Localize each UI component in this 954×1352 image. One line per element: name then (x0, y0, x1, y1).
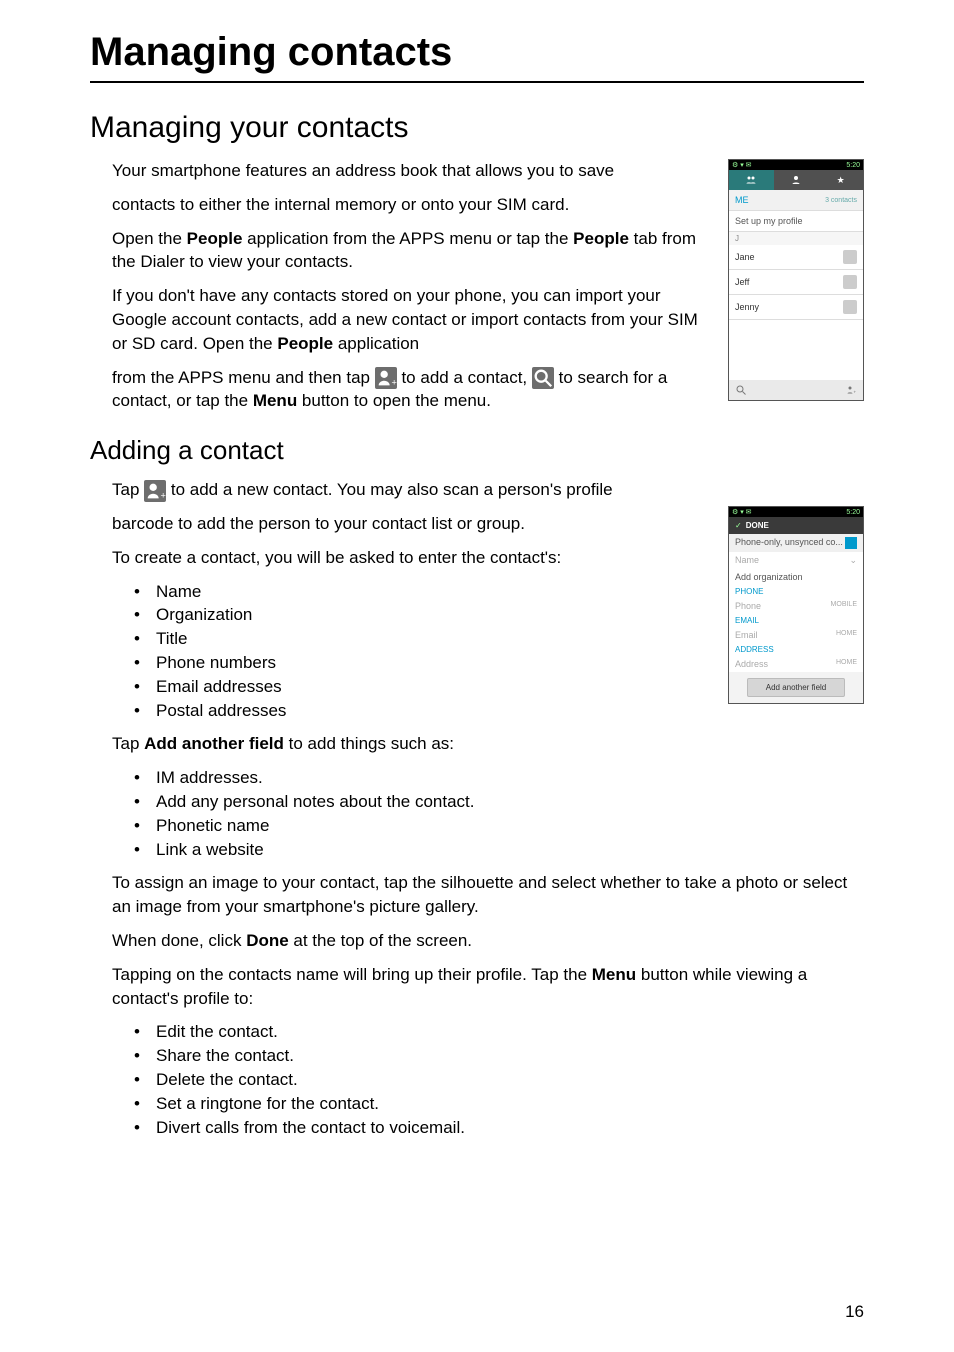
phone-label: PHONE (729, 585, 863, 598)
section-title: Managing your contacts (90, 111, 864, 145)
address-field: AddressHOME (729, 656, 863, 672)
barcode-paragraph: barcode to add the person to your contac… (112, 512, 710, 536)
list-item: Divert calls from the contact to voicema… (134, 1116, 864, 1140)
from-menu-paragraph: from the APPS menu and then tap + to add… (112, 366, 710, 414)
bottom-bar: + (729, 380, 863, 400)
chapter-title: Managing contacts (90, 30, 864, 83)
contact-row: Jenny (729, 295, 863, 320)
add-another-paragraph: Tap Add another field to add things such… (112, 732, 864, 756)
list-item: Email addresses (134, 675, 710, 699)
extra-fields-list: IM addresses. Add any personal notes abo… (112, 766, 864, 861)
phone-field: PhoneMOBILE (729, 598, 863, 614)
search-bottom-icon (735, 384, 747, 396)
list-item: Name (134, 580, 710, 604)
list-item: Organization (134, 603, 710, 627)
contacts-list-screenshot: ⚙ ▾ ✉5:20 ★ ME3 contacts Set up my profi… (728, 159, 864, 401)
list-item: Phone numbers (134, 651, 710, 675)
tap-add-paragraph: Tap + to add a new contact. You may also… (112, 478, 710, 502)
tap-name-paragraph: Tapping on the contacts name will bring … (112, 963, 864, 1011)
contacts-tabs: ★ (729, 170, 863, 190)
intro-paragraph-1: Your smartphone features an address book… (112, 159, 710, 183)
list-item: Link a website (134, 838, 864, 862)
email-field: EmailHOME (729, 627, 863, 643)
list-item: Title (134, 627, 710, 651)
status-bar: ⚙ ▾ ✉5:20 (729, 160, 863, 170)
open-people-paragraph: Open the People application from the APP… (112, 227, 710, 275)
no-contacts-paragraph: If you don't have any contacts stored on… (112, 284, 710, 355)
assign-image-paragraph: To assign an image to your contact, tap … (112, 871, 864, 919)
list-item: Add any personal notes about the contact… (134, 790, 864, 814)
add-contact-icon: + (375, 367, 397, 389)
storage-row: Phone-only, unsynced co... (729, 534, 863, 552)
me-row: ME3 contacts (729, 190, 863, 211)
status-bar: ⚙ ▾ ✉5:20 (729, 507, 863, 517)
email-label: EMAIL (729, 614, 863, 627)
list-item: IM addresses. (134, 766, 864, 790)
search-icon (532, 367, 554, 389)
letter-divider: J (729, 232, 863, 245)
page-number: 16 (845, 1302, 864, 1322)
add-contact-screenshot: ⚙ ▾ ✉5:20 ✓DONE Phone-only, unsynced co.… (728, 506, 864, 704)
list-item: Postal addresses (134, 699, 710, 723)
list-item: Phonetic name (134, 814, 864, 838)
done-paragraph: When done, click Done at the top of the … (112, 929, 864, 953)
svg-text:+: + (391, 377, 396, 387)
add-another-field-button: Add another field (747, 678, 845, 697)
list-item: Share the contact. (134, 1044, 864, 1068)
add-contact-icon: + (144, 480, 166, 502)
address-label: ADDRESS (729, 643, 863, 656)
add-bottom-icon: + (845, 384, 857, 396)
groups-tab-icon (745, 174, 757, 186)
done-bar: ✓DONE (729, 517, 863, 534)
profile-actions-list: Edit the contact. Share the contact. Del… (112, 1020, 864, 1139)
list-item: Set a ringtone for the contact. (134, 1092, 864, 1116)
intro-paragraph-2: contacts to either the internal memory o… (112, 193, 710, 217)
name-field: Name⌄ (729, 552, 863, 569)
star-tab-icon: ★ (837, 175, 845, 186)
svg-text:+: + (161, 490, 166, 500)
contact-fields-list: Name Organization Title Phone numbers Em… (112, 580, 710, 723)
contact-row: Jeff (729, 270, 863, 295)
list-item: Delete the contact. (134, 1068, 864, 1092)
create-contact-paragraph: To create a contact, you will be asked t… (112, 546, 710, 570)
svg-text:+: + (854, 390, 857, 395)
list-item: Edit the contact. (134, 1020, 864, 1044)
setup-profile-row: Set up my profile (729, 211, 863, 232)
adding-contact-title: Adding a contact (90, 435, 864, 466)
contact-photo-icon (845, 537, 857, 549)
person-tab-icon (790, 174, 802, 186)
add-org-row: Add organization (729, 569, 863, 585)
contact-row: Jane (729, 245, 863, 270)
